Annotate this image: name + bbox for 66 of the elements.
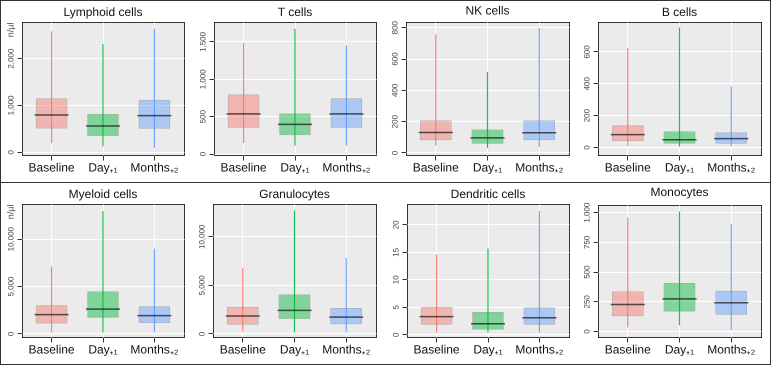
y-tick-label: 500 — [582, 264, 592, 279]
y-tick-label: 400 — [582, 76, 592, 90]
x-tick-label: Day₊₁ — [664, 342, 694, 356]
x-tick-label: Baseline — [604, 160, 651, 174]
y-tick-label: 200 — [390, 114, 399, 128]
chart-title: Myeloid cells — [68, 187, 138, 201]
x-tick-label: Baseline — [413, 342, 460, 356]
y-tick-label: 10 — [391, 274, 400, 284]
y-tick-label: 0 — [391, 332, 400, 337]
y-tick-label: 0 — [582, 144, 592, 150]
y-tick-label: 5,000 — [198, 274, 207, 296]
x-tick-label: Months₊₂ — [706, 342, 756, 356]
y-tick-label: 500 — [198, 109, 208, 124]
x-tick-label: Months₊₂ — [706, 160, 756, 174]
x-tick-label: Baseline — [28, 342, 75, 356]
x-tick-label: Baseline — [28, 160, 75, 174]
x-tick-label: Months₊₂ — [514, 342, 564, 356]
chart-title: B cells — [662, 5, 697, 19]
chart-title: NK cells — [464, 3, 510, 18]
x-tick-label: Months₊₂ — [322, 160, 372, 174]
y-axis-title: n/µl — [6, 204, 16, 220]
x-tick-label: Day₊₁ — [472, 160, 502, 174]
y-tick-label: 250 — [582, 294, 592, 309]
x-tick-label: Months₊₂ — [322, 342, 371, 356]
x-tick-label: Baseline — [412, 160, 459, 174]
y-tick-label: 2,000 — [6, 48, 16, 69]
y-tick-label: 20 — [391, 220, 400, 230]
y-axis-title: n/µl — [6, 22, 16, 38]
y-tick-label: 600 — [390, 52, 399, 66]
y-tick-label: 15 — [391, 247, 400, 257]
y-tick-label: 0 — [6, 331, 16, 336]
y-tick-label: 1,000 — [6, 94, 16, 116]
chart-title: Dendritic cells — [450, 187, 525, 201]
y-tick-label: 5,000 — [6, 276, 16, 297]
x-tick-label: Baseline — [220, 160, 268, 174]
y-tick-label: 10,000 — [6, 226, 16, 252]
y-tick-label: 200 — [582, 108, 592, 122]
y-tick-label: 10,000 — [198, 224, 207, 249]
x-tick-label: Day₊₁ — [280, 342, 310, 356]
y-tick-label: 0 — [198, 331, 207, 336]
chart-title: Lymphoid cells — [64, 5, 142, 19]
y-tick-label: 750 — [582, 235, 592, 250]
chart-title: Granulocytes — [259, 187, 330, 201]
x-tick-label: Baseline — [220, 342, 266, 356]
x-tick-label: Day₊₁ — [88, 342, 118, 356]
y-tick-label: 800 — [390, 20, 399, 34]
y-tick-label: 0 — [582, 328, 592, 334]
x-tick-label: Months₊₂ — [514, 160, 564, 174]
y-tick-label: 0 — [198, 151, 208, 156]
x-tick-label: Day₊₁ — [472, 342, 502, 356]
x-tick-label: Baseline — [604, 342, 651, 356]
y-tick-label: 1,500 — [198, 31, 208, 52]
x-tick-label: Months₊₂ — [130, 342, 179, 356]
chart-title: T cells — [278, 5, 312, 19]
chart-title: Monocytes — [650, 185, 708, 200]
x-tick-label: Day₊₁ — [664, 160, 694, 174]
y-tick-label: 5 — [391, 304, 400, 310]
x-tick-label: Day₊₁ — [280, 160, 310, 174]
y-tick-label: 0 — [6, 149, 16, 154]
y-tick-label: 400 — [390, 83, 399, 98]
x-tick-label: Day₊₁ — [88, 160, 118, 174]
y-tick-label: 1,000 — [582, 202, 592, 223]
y-tick-label: 600 — [582, 44, 592, 59]
y-tick-label: 1,000 — [198, 68, 208, 90]
x-tick-label: Months₊₂ — [130, 160, 179, 174]
y-tick-label: 0 — [390, 150, 399, 156]
